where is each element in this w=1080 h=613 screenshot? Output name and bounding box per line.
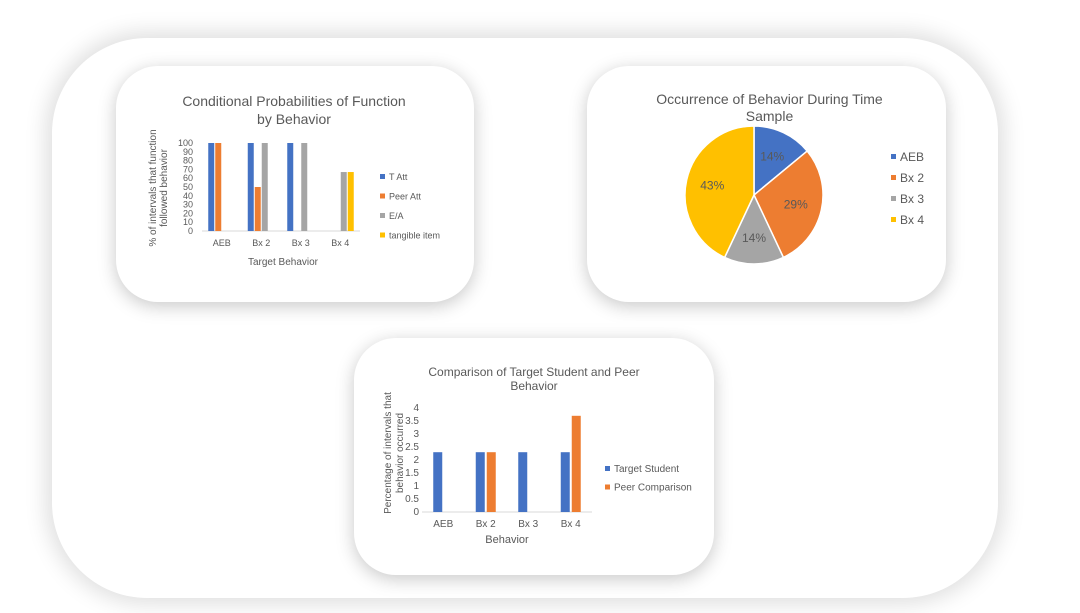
legend-label: Peer Att <box>389 192 422 202</box>
x-tick-label: Bx 3 <box>292 238 310 248</box>
y-tick-label: 60 <box>183 173 193 183</box>
y-tick-label: 1.5 <box>405 468 419 479</box>
bar <box>433 452 443 512</box>
legend-swatch <box>380 232 385 238</box>
target-vs-peer-chart: Percentage of intervals that behavior oc… <box>383 392 692 546</box>
x-tick-label: AEB <box>433 519 453 530</box>
bar <box>486 452 496 512</box>
legend-swatch <box>380 193 385 199</box>
pie-slice <box>723 193 785 265</box>
bar <box>518 452 528 512</box>
chart-title-line2: by Behavior <box>257 111 331 127</box>
y-axis-label-line2: behavior occurred <box>395 413 406 493</box>
pie-slice <box>684 125 755 259</box>
chart-title: Occurrence of Behavior During Time Sampl… <box>632 91 907 125</box>
legend-swatch <box>380 213 385 218</box>
bar <box>254 187 261 231</box>
legend-label: Bx 3 <box>900 192 924 206</box>
y-tick-label: 4 <box>413 403 419 414</box>
bar <box>301 143 308 231</box>
bar <box>287 143 294 231</box>
y-tick-label: 10 <box>183 217 193 227</box>
legend-label: T Att <box>389 172 408 182</box>
y-tick-label: 0.5 <box>405 494 419 505</box>
x-tick-label: Bx 4 <box>561 519 581 530</box>
y-tick-label: 2 <box>413 455 419 466</box>
y-tick-label: 80 <box>183 156 193 166</box>
x-tick-label: Bx 4 <box>331 238 349 248</box>
x-tick-label: Bx 2 <box>476 519 496 530</box>
y-tick-label: 90 <box>183 147 193 157</box>
x-tick-label: Bx 2 <box>252 238 270 248</box>
y-tick-label: 2.5 <box>405 442 419 453</box>
pie-slice <box>753 125 809 197</box>
x-tick-label: Bx 3 <box>518 519 538 530</box>
chart-title: Conditional Probabilities of Function by… <box>156 92 432 128</box>
legend-label: tangible item <box>389 231 440 241</box>
bar <box>571 415 581 512</box>
conditional-probabilities-chart: % of intervals that function followed be… <box>148 129 440 268</box>
y-tick-label: 0 <box>188 226 193 236</box>
legend-swatch <box>891 154 896 159</box>
conditional-probabilities-chart-card: Conditional Probabilities of Function by… <box>116 66 474 302</box>
pie-data-label: 43% <box>700 179 724 193</box>
bar <box>261 143 268 231</box>
pie-data-label: 29% <box>784 197 808 211</box>
legend-label: AEB <box>900 150 924 164</box>
bar <box>347 172 354 231</box>
legend-swatch <box>891 196 896 201</box>
y-tick-label: 20 <box>183 208 193 218</box>
chart-title: Comparison of Target Student and Peer Be… <box>409 365 659 393</box>
legend-swatch <box>891 175 896 180</box>
pie-data-label: 14% <box>760 149 784 163</box>
target-vs-peer-chart-card: Comparison of Target Student and Peer Be… <box>354 338 714 575</box>
y-tick-label: 0 <box>413 507 419 518</box>
bar <box>340 172 347 231</box>
y-tick-label: 100 <box>178 138 193 148</box>
legend-swatch <box>605 466 610 471</box>
y-tick-label: 3 <box>413 429 419 440</box>
legend-label: Target Student <box>614 464 679 475</box>
y-tick-label: 3.5 <box>405 416 419 427</box>
y-axis-label-line2: followed behavior <box>159 148 170 226</box>
y-tick-label: 70 <box>183 164 193 174</box>
bar <box>215 143 222 231</box>
chart-title-line1: Comparison of Target Student and Peer <box>428 365 640 379</box>
chart-title-line2: Sample <box>745 108 794 124</box>
bar <box>208 143 215 231</box>
y-tick-label: 30 <box>183 200 193 210</box>
chart-title-line1: Occurrence of Behavior During Time <box>656 91 883 107</box>
legend-label: Bx 4 <box>900 213 924 227</box>
occurrence-of-behavior-pie-chart: 14% 29% 14% 43% AEB Bx 2 Bx 3 Bx 4 <box>684 125 924 265</box>
bar <box>560 452 570 512</box>
x-axis-label: Target Behavior <box>248 257 319 268</box>
y-axis-label-line1: Percentage of intervals that <box>383 392 394 514</box>
pie-data-label: 14% <box>742 231 766 245</box>
y-tick-label: 40 <box>183 191 193 201</box>
legend-label: Peer Comparison <box>614 483 692 494</box>
occurrence-of-behavior-chart-card: Occurrence of Behavior During Time Sampl… <box>587 66 946 302</box>
chart-title-line1: Conditional Probabilities of Function <box>182 93 406 109</box>
x-tick-label: AEB <box>213 238 231 248</box>
x-axis-label: Behavior <box>485 534 529 546</box>
bar <box>475 452 485 512</box>
y-axis-label-line1: % of intervals that function <box>148 129 159 246</box>
legend-label: Bx 2 <box>900 171 924 185</box>
legend-label: E/A <box>389 211 404 221</box>
legend-swatch <box>605 484 610 490</box>
chart-title-line2: Behavior <box>510 379 558 393</box>
legend-swatch <box>380 174 385 179</box>
legend-swatch <box>891 217 896 222</box>
y-tick-label: 50 <box>183 182 193 192</box>
bar <box>247 143 254 231</box>
y-tick-label: 1 <box>413 481 419 492</box>
